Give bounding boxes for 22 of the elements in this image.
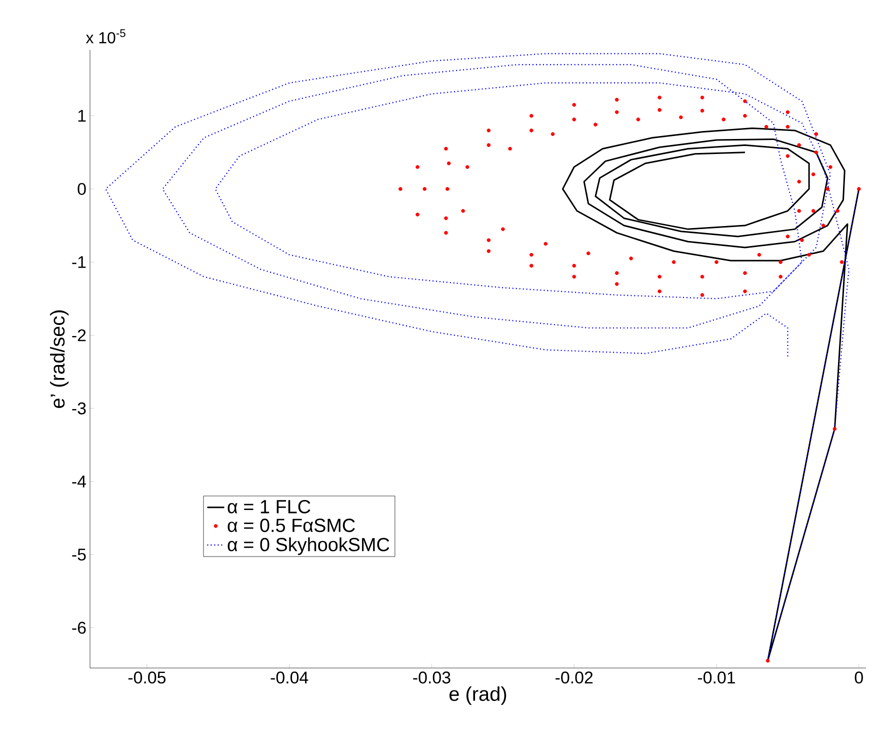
y-tick-label: -2 bbox=[72, 329, 86, 342]
x-tick-label: -0.01 bbox=[698, 672, 735, 684]
legend-label: α = 0.5 FαSMC bbox=[228, 518, 355, 532]
y-tick-label: 1 bbox=[78, 110, 86, 122]
y-axis-title: e’ (rad/sec) bbox=[50, 310, 69, 408]
y-tick-label: 0 bbox=[78, 182, 86, 195]
y-tick-label: -6 bbox=[72, 622, 86, 634]
x-axis-title: e (rad) bbox=[450, 686, 506, 705]
x-tick-label: -0.03 bbox=[413, 672, 450, 684]
y-tick-label: -4 bbox=[72, 476, 86, 488]
x-tick-label: 0 bbox=[854, 672, 863, 684]
text: x 10$^{-5}$ bbox=[86, 29, 126, 44]
legend-label: α = 0 SkyhookSMC bbox=[228, 537, 390, 556]
legend-label: α = 1 FLC bbox=[228, 500, 310, 514]
y-tick-label: -5 bbox=[72, 548, 86, 561]
x-tick-label: -0.05 bbox=[128, 672, 166, 684]
y-tick-label: -1 bbox=[72, 256, 86, 268]
x-tick-label: -0.04 bbox=[270, 672, 308, 684]
line-series bbox=[562, 128, 860, 662]
y-tick-label: -3 bbox=[72, 402, 86, 414]
line-series bbox=[105, 53, 860, 662]
x-tick-label: -0.02 bbox=[556, 672, 593, 684]
